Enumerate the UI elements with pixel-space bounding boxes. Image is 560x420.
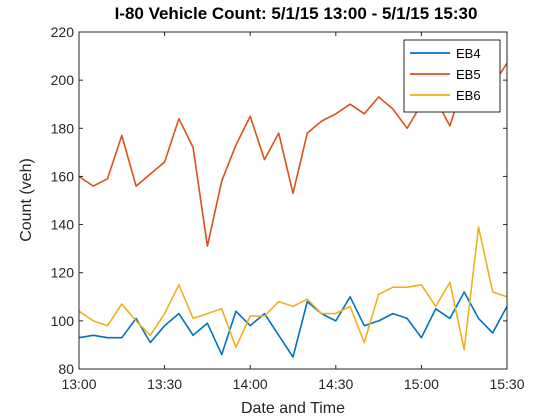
y-axis-label: Count (veh) [18,158,35,242]
x-tick-label: 13:00 [61,376,96,392]
series-line-eb6 [78,226,508,351]
y-tick-label: 220 [51,24,75,40]
legend-label-eb5: EB5 [456,67,481,82]
legend-label-eb4: EB4 [456,46,481,61]
x-tick-label: 15:00 [404,376,439,392]
y-tick-label: 80 [58,361,74,377]
y-tick-label: 180 [51,120,75,136]
chart-title: I-80 Vehicle Count: 5/1/15 13:00 - 5/1/1… [115,4,478,23]
y-tick-label: 200 [51,72,75,88]
y-tick-label: 120 [51,265,75,281]
axes-layer [78,31,508,370]
x-tick-label: 15:30 [489,376,524,392]
legend: EB4 EB5 EB6 [403,39,501,113]
y-tick-label: 140 [51,217,75,233]
series-line-eb4 [78,291,508,358]
x-tick-label: 14:00 [233,376,268,392]
ticks-layer: 80 100 120 140 160 180 200 220 13:00 13:30 14:00 14… [51,24,525,392]
x-tick-label: 14:30 [318,376,353,392]
legend-label-eb6: EB6 [456,88,481,103]
x-axis-label: Date and Time [241,400,345,417]
legend-box [403,39,501,113]
y-tick-label: 100 [51,313,75,329]
y-tick-label: 160 [51,168,75,184]
axes-box [78,31,508,370]
x-tick-label: 13:30 [147,376,182,392]
